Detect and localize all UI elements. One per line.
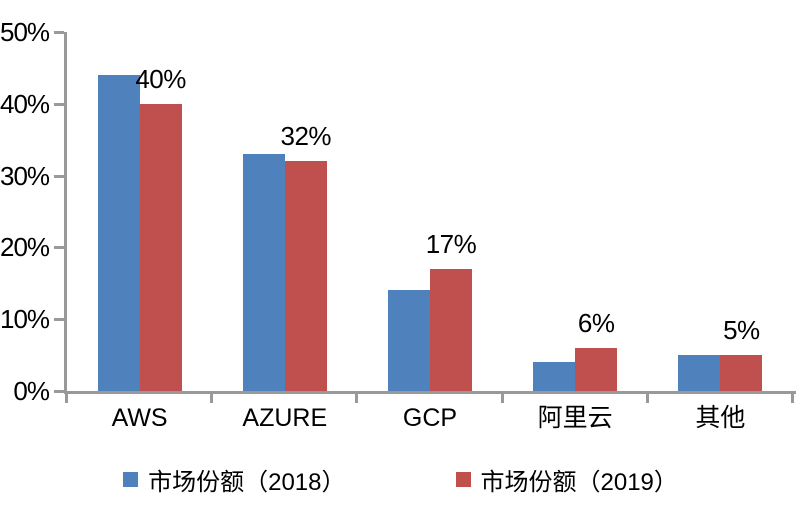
bar-series2-cat1 [139,103,182,391]
y-tick-mark [54,102,64,106]
x-category-label: GCP [402,404,458,432]
y-tick-mark [54,246,64,250]
x-category-label: 阿里云 [537,404,613,432]
y-axis-tick-label: 40% [0,88,50,119]
x-tick-mark [355,394,359,403]
legend-label: 市场份额（2018） [148,469,346,496]
bar-series1-cat1 [97,75,140,391]
x-category-label: AZURE [242,404,328,432]
y-axis-tick-label: 10% [0,304,50,335]
x-axis-line [64,391,796,394]
bar-series1-cat4 [533,362,576,391]
y-tick-mark [54,318,64,322]
y-tick-mark [54,31,64,34]
legend-swatch-icon [123,472,139,487]
x-tick-mark [500,394,504,403]
x-category-label: 其他 [695,404,746,432]
legend-item-series2: 市场份额（2019） [455,462,678,497]
y-axis-line [64,32,67,394]
bar-value-label: 40% [135,63,186,94]
legend-label: 市场份额（2019） [480,469,678,496]
bar-series1-cat2 [242,154,285,391]
bar-value-label: 32% [280,121,332,152]
y-tick-mark [54,174,64,178]
x-tick-mark [791,394,794,403]
bar-series2-cat2 [284,161,327,391]
y-axis-tick-label: 30% [0,160,50,191]
x-category-label: AWS [111,404,168,432]
bar-value-label: 6% [577,307,615,338]
bar-series2-cat3 [430,268,472,391]
bar-series2-cat5 [720,355,763,391]
x-tick-mark [645,394,649,403]
legend-swatch-icon [455,472,471,487]
bar-value-label: 5% [723,315,760,346]
y-axis-tick-label: 0% [13,376,50,406]
legend: 市场份额（2018） 市场份额（2019） [0,462,801,497]
bar-value-label: 17% [425,228,477,259]
x-tick-mark [65,394,68,403]
bar-series2-cat4 [575,347,618,391]
y-axis-tick-label: 20% [0,232,50,263]
legend-item-series1: 市场份额（2018） [123,462,346,497]
y-tick-mark [54,390,64,393]
bar-series1-cat5 [678,355,721,391]
x-tick-mark [210,394,214,403]
bar-series1-cat3 [388,290,430,391]
y-axis-tick-label: 50% [0,17,50,47]
